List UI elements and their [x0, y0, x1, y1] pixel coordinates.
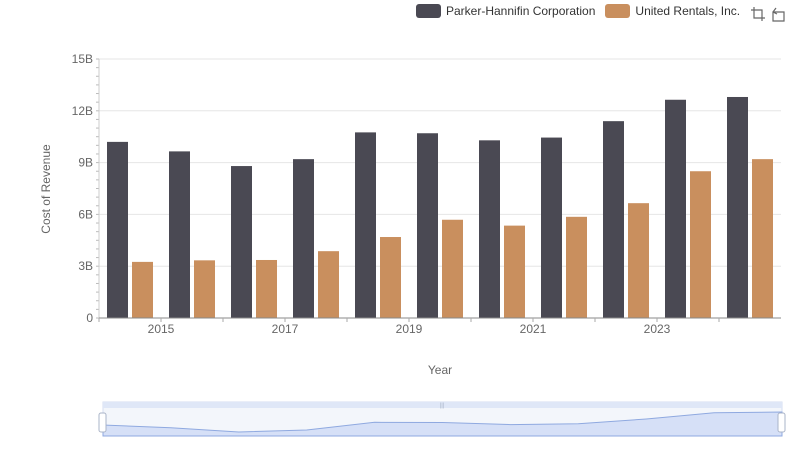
bar[interactable]	[318, 251, 339, 318]
bar[interactable]	[442, 219, 463, 318]
bar[interactable]	[194, 260, 215, 318]
x-tick-label: 2017	[272, 322, 299, 336]
bar[interactable]	[665, 99, 686, 319]
bars	[107, 96, 773, 319]
bar[interactable]	[603, 121, 624, 318]
bar[interactable]	[355, 132, 376, 318]
restore-icon[interactable]	[770, 6, 786, 22]
bar[interactable]	[541, 137, 562, 318]
legend-item-parker-hannifin[interactable]: Parker-Hannifin Corporation	[416, 4, 595, 18]
bar[interactable]	[107, 141, 128, 318]
bar[interactable]	[628, 203, 649, 318]
y-axis-label: Cost of Revenue	[39, 144, 53, 234]
legend-swatch	[605, 4, 631, 18]
zoom-icon[interactable]	[750, 6, 766, 22]
bar[interactable]	[690, 171, 711, 318]
slider-grip-icon[interactable]: |||	[440, 403, 445, 409]
y-tick-label: 3B	[78, 259, 93, 273]
legend-item-united-rentals[interactable]: United Rentals, Inc.	[605, 4, 740, 18]
y-tick-label: 9B	[78, 156, 93, 170]
y-tick-label: 12B	[72, 104, 93, 118]
slider-handle-left[interactable]	[98, 412, 107, 433]
x-axis: 2015 2017 2019 2021 2023	[98, 317, 781, 336]
legend-label: Parker-Hannifin Corporation	[446, 4, 596, 18]
y-tick-label: 6B	[78, 207, 93, 221]
bar[interactable]	[417, 133, 438, 318]
legend-swatch	[416, 4, 441, 18]
y-axis: 0 3B 6B 9B 12B 15B	[72, 52, 100, 325]
x-tick-label: 2019	[396, 322, 423, 336]
slider-handle-right[interactable]	[777, 412, 786, 433]
slider-top-bar[interactable]	[103, 402, 782, 408]
x-tick-label: 2015	[148, 322, 175, 336]
bar[interactable]	[132, 261, 153, 318]
slider-preview-area	[102, 411, 783, 437]
x-tick-label: 2021	[520, 322, 547, 336]
bar[interactable]	[256, 259, 277, 318]
bar[interactable]	[380, 237, 401, 318]
x-axis-label: Year	[428, 363, 452, 377]
bar[interactable]	[752, 159, 773, 318]
bar[interactable]	[479, 140, 500, 318]
bar[interactable]	[504, 225, 525, 318]
chart-toolbar	[746, 6, 786, 22]
bar[interactable]	[169, 151, 190, 318]
y-tick-label: 15B	[72, 52, 93, 66]
legend-label: United Rentals, Inc.	[635, 4, 741, 18]
bar[interactable]	[566, 216, 587, 318]
y-tick-label: 0	[86, 311, 93, 325]
bar[interactable]	[231, 166, 252, 318]
bar[interactable]	[293, 159, 314, 318]
legend: Parker-Hannifin Corporation United Renta…	[416, 4, 750, 18]
bar[interactable]	[727, 96, 748, 318]
x-tick-label: 2023	[644, 322, 671, 336]
zoom-slider[interactable]: |||	[98, 401, 786, 437]
